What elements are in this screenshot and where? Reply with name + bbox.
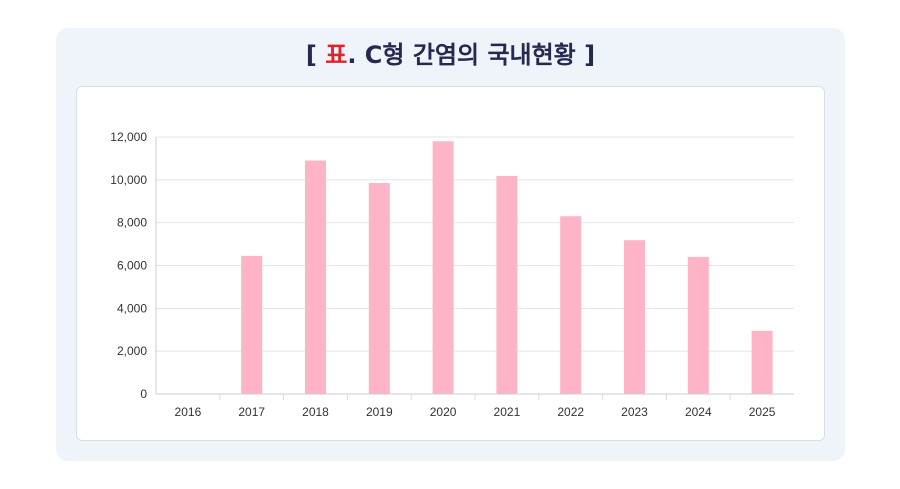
y-tick-label: 2,000 xyxy=(117,344,147,358)
axes xyxy=(155,137,794,400)
bar-2024 xyxy=(687,256,709,394)
x-tick-label: 2022 xyxy=(557,405,584,419)
x-tick-label: 2019 xyxy=(366,405,393,419)
bar-2019 xyxy=(368,183,390,394)
x-tick-label: 2023 xyxy=(621,405,648,419)
bars xyxy=(241,141,773,394)
bar-2021 xyxy=(496,175,518,394)
y-tick-label: 10,000 xyxy=(110,173,147,187)
bar-2025 xyxy=(751,330,773,394)
bar-2023 xyxy=(624,240,645,394)
x-tick-label: 2016 xyxy=(175,405,202,419)
title-accent: 표 xyxy=(325,41,348,69)
title-text: . C형 간염의 국내현황 ] xyxy=(347,41,596,69)
y-tick-label: 8,000 xyxy=(117,216,147,230)
y-tick-label: 4,000 xyxy=(117,301,147,315)
bar-2020 xyxy=(432,141,454,394)
x-tick-label: 2018 xyxy=(302,405,329,419)
y-tick-labels: 0 2,000 4,000 6,000 8,000 10,000 12,000 xyxy=(110,130,147,401)
bar-2018 xyxy=(305,160,326,394)
y-tick-label: 6,000 xyxy=(117,259,147,273)
title-open: [ xyxy=(305,41,326,69)
gridlines xyxy=(156,136,794,352)
x-tick-label: 2025 xyxy=(749,405,776,419)
x-tick-label: 2021 xyxy=(494,405,521,419)
bar-2022 xyxy=(560,216,582,394)
x-tick-label: 2024 xyxy=(685,405,712,419)
page-title: [ 표. C형 간염의 국내현황 ] xyxy=(56,38,845,72)
x-tick-label: 2017 xyxy=(238,405,265,419)
x-tick-labels: 2016 2017 2018 2019 2020 2021 2022 2023 2024 2025 xyxy=(175,405,776,419)
x-tick-label: 2020 xyxy=(430,405,457,419)
y-tick-label: 0 xyxy=(140,387,147,401)
bar-2017 xyxy=(241,255,263,394)
y-tick-label: 12,000 xyxy=(110,130,147,144)
